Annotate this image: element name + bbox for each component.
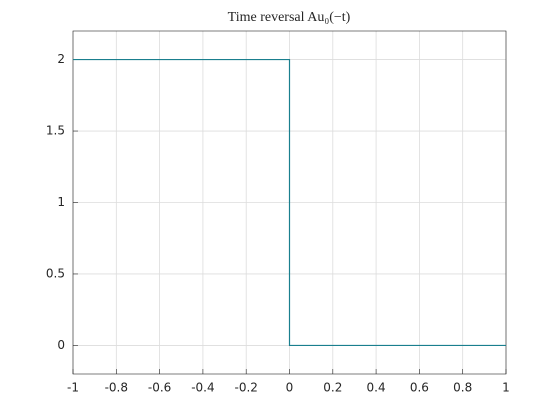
x-tick-label: -0.2 [234,381,257,395]
y-tick-label: 1.5 [46,124,65,138]
x-tick-label: 0.2 [323,381,342,395]
y-tick-label: 0 [57,338,65,352]
x-tick-label: 1 [502,381,510,395]
data-line [73,58,506,347]
axes-box [72,30,507,375]
x-tick-label: 0.4 [367,381,386,395]
x-tick-label: 0.6 [410,381,429,395]
x-tick-label: -1 [67,381,79,395]
y-tick-label: 1 [57,195,65,209]
x-tick-label: -0.6 [148,381,171,395]
x-tick-label: -0.8 [105,381,128,395]
x-tick-label: 0.8 [453,381,472,395]
x-tick-label: -0.4 [191,381,214,395]
y-tick-label: 2 [57,52,65,66]
y-tick-label: 0.5 [46,266,65,280]
x-tick-label: 0 [286,381,294,395]
chart-title: Time reversal Au₀(−t) [228,10,351,25]
